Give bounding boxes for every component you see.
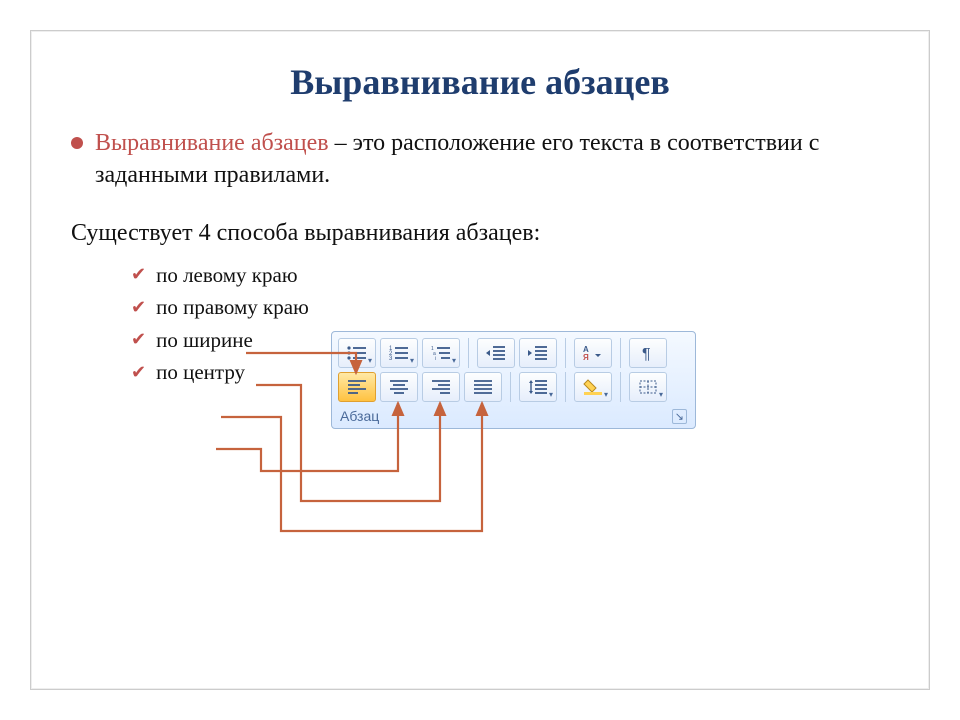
separator xyxy=(620,338,621,368)
definition-text: Выравнивание абзацев – это расположение … xyxy=(95,127,889,192)
separator xyxy=(620,372,621,402)
ribbon-group-label: Абзац xyxy=(340,408,379,424)
align-left-icon[interactable] xyxy=(338,372,376,402)
list-item-label: по правому краю xyxy=(156,291,309,324)
check-icon: ✔ xyxy=(131,359,146,387)
align-justify-icon[interactable] xyxy=(464,372,502,402)
indent-increase-icon[interactable] xyxy=(519,338,557,368)
check-icon: ✔ xyxy=(131,294,146,322)
bullets-icon[interactable]: ▾ xyxy=(338,338,376,368)
check-icon: ✔ xyxy=(131,261,146,289)
definition-bullet: Выравнивание абзацев – это расположение … xyxy=(71,127,889,192)
list-item-label: по ширине xyxy=(156,324,253,357)
ribbon-row-1: ▾123▾1ai▾ АЯ ¶ xyxy=(338,336,689,370)
shading-icon[interactable]: ▾ xyxy=(574,372,612,402)
separator xyxy=(468,338,469,368)
svg-text:i: i xyxy=(435,356,436,362)
show-marks-icon[interactable]: ¶ xyxy=(629,338,667,368)
slide: Выравнивание абзацев Выравнивание абзаце… xyxy=(30,30,930,690)
definition-term: Выравнивание абзацев xyxy=(95,130,329,156)
dialog-launcher-icon[interactable]: ↘ xyxy=(672,409,687,424)
list-item-label: по левому краю xyxy=(156,259,297,292)
paragraph-ribbon-panel: ▾123▾1ai▾АЯ¶ ▾▾▾ Абзац ↘ xyxy=(331,331,696,429)
align-right-icon[interactable] xyxy=(422,372,460,402)
sort-icon[interactable]: АЯ xyxy=(574,338,612,368)
bullet-dot-icon xyxy=(71,137,83,149)
align-center-icon[interactable] xyxy=(380,372,418,402)
ribbon-rows: ▾123▾1ai▾АЯ¶ ▾▾▾ xyxy=(332,332,695,406)
ribbon-footer: Абзац ↘ xyxy=(332,406,695,428)
page-title: Выравнивание абзацев xyxy=(71,61,889,103)
intro-text: Существует 4 способа выравнивания абзаце… xyxy=(71,220,889,247)
list-item: ✔ по левому краю xyxy=(131,259,889,292)
separator xyxy=(565,372,566,402)
list-item: ✔ по правому краю xyxy=(131,291,889,324)
borders-icon[interactable]: ▾ xyxy=(629,372,667,402)
svg-text:3: 3 xyxy=(389,356,393,362)
check-icon: ✔ xyxy=(131,326,146,354)
svg-text:Я: Я xyxy=(583,353,589,362)
ribbon-row-2: ▾ ▾ ▾ xyxy=(338,370,689,404)
separator xyxy=(510,372,511,402)
line-spacing-icon[interactable]: ▾ xyxy=(519,372,557,402)
indent-decrease-icon[interactable] xyxy=(477,338,515,368)
multilevel-icon[interactable]: 1ai▾ xyxy=(422,338,460,368)
separator xyxy=(565,338,566,368)
list-item-label: по центру xyxy=(156,356,245,389)
numbering-icon[interactable]: 123▾ xyxy=(380,338,418,368)
svg-text:¶: ¶ xyxy=(642,346,651,362)
